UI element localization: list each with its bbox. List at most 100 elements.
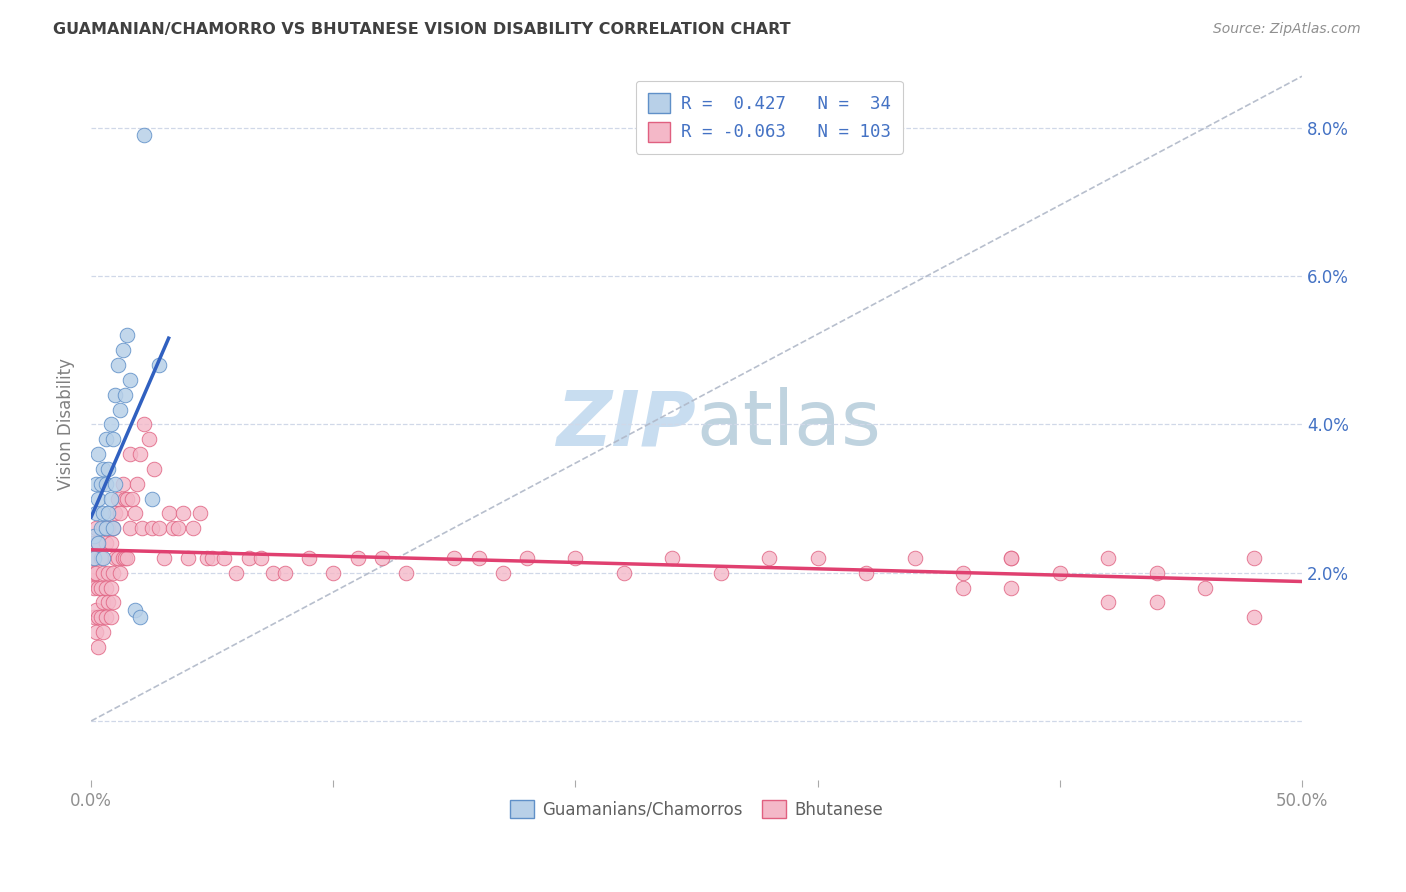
Point [758,550,780,565]
Point [371,550,394,565]
Point [91,462,114,476]
Point [90,476,112,491]
Point [91,521,114,535]
Point [114,388,136,402]
Point [181,521,204,535]
Point [91,566,114,580]
Point [1049,566,1071,580]
Point [197,550,219,565]
Point [225,566,247,580]
Point [124,507,146,521]
Point [177,550,200,565]
Point [118,373,141,387]
Point [131,521,153,535]
Point [492,566,515,580]
Point [134,128,156,143]
Point [91,625,114,640]
Point [188,507,211,521]
Point [94,536,117,550]
Point [100,581,122,595]
Point [100,610,122,624]
Point [1243,610,1265,624]
Point [97,521,120,535]
Point [395,566,418,580]
Point [100,536,122,550]
Point [91,550,114,565]
Point [87,581,110,595]
Point [84,603,107,617]
Point [91,507,114,521]
Point [101,595,124,609]
Point [516,550,538,565]
Point [1146,566,1168,580]
Point [141,521,163,535]
Point [87,640,110,654]
Text: ZIP: ZIP [557,387,696,461]
Point [83,550,105,565]
Point [1194,581,1216,595]
Point [111,550,134,565]
Point [1000,550,1022,565]
Point [94,610,117,624]
Point [111,343,134,358]
Point [101,432,124,446]
Point [101,566,124,580]
Point [104,550,127,565]
Point [94,432,117,446]
Point [83,566,105,580]
Point [87,447,110,461]
Point [121,491,143,506]
Point [94,521,117,535]
Y-axis label: Vision Disability: Vision Disability [58,359,75,491]
Point [101,521,124,535]
Point [97,595,120,609]
Point [952,566,974,580]
Point [90,550,112,565]
Point [83,550,105,565]
Point [564,550,586,565]
Point [87,491,110,506]
Point [807,550,830,565]
Point [83,581,105,595]
Point [90,521,112,535]
Point [108,402,131,417]
Point [1000,550,1022,565]
Point [127,476,149,491]
Point [172,507,194,521]
Point [84,625,107,640]
Point [97,566,120,580]
Point [1146,595,1168,609]
Point [903,550,925,565]
Point [214,550,236,565]
Point [322,566,344,580]
Point [104,476,127,491]
Point [84,507,107,521]
Point [104,388,127,402]
Point [84,566,107,580]
Point [114,550,136,565]
Point [114,491,136,506]
Point [104,507,127,521]
Point [107,491,129,506]
Point [443,550,465,565]
Point [274,566,297,580]
Point [108,566,131,580]
Point [87,610,110,624]
Point [201,550,224,565]
Point [148,521,170,535]
Point [84,476,107,491]
Point [124,603,146,617]
Point [1097,595,1119,609]
Point [87,536,110,550]
Legend: Guamanians/Chamorros, Bhutanese: Guamanians/Chamorros, Bhutanese [503,793,890,825]
Point [118,521,141,535]
Text: Source: ZipAtlas.com: Source: ZipAtlas.com [1213,22,1361,37]
Point [249,550,271,565]
Point [87,536,110,550]
Point [298,550,321,565]
Point [346,550,368,565]
Text: GUAMANIAN/CHAMORRO VS BHUTANESE VISION DISABILITY CORRELATION CHART: GUAMANIAN/CHAMORRO VS BHUTANESE VISION D… [53,22,792,37]
Point [148,358,170,372]
Point [157,507,180,521]
Point [128,610,150,624]
